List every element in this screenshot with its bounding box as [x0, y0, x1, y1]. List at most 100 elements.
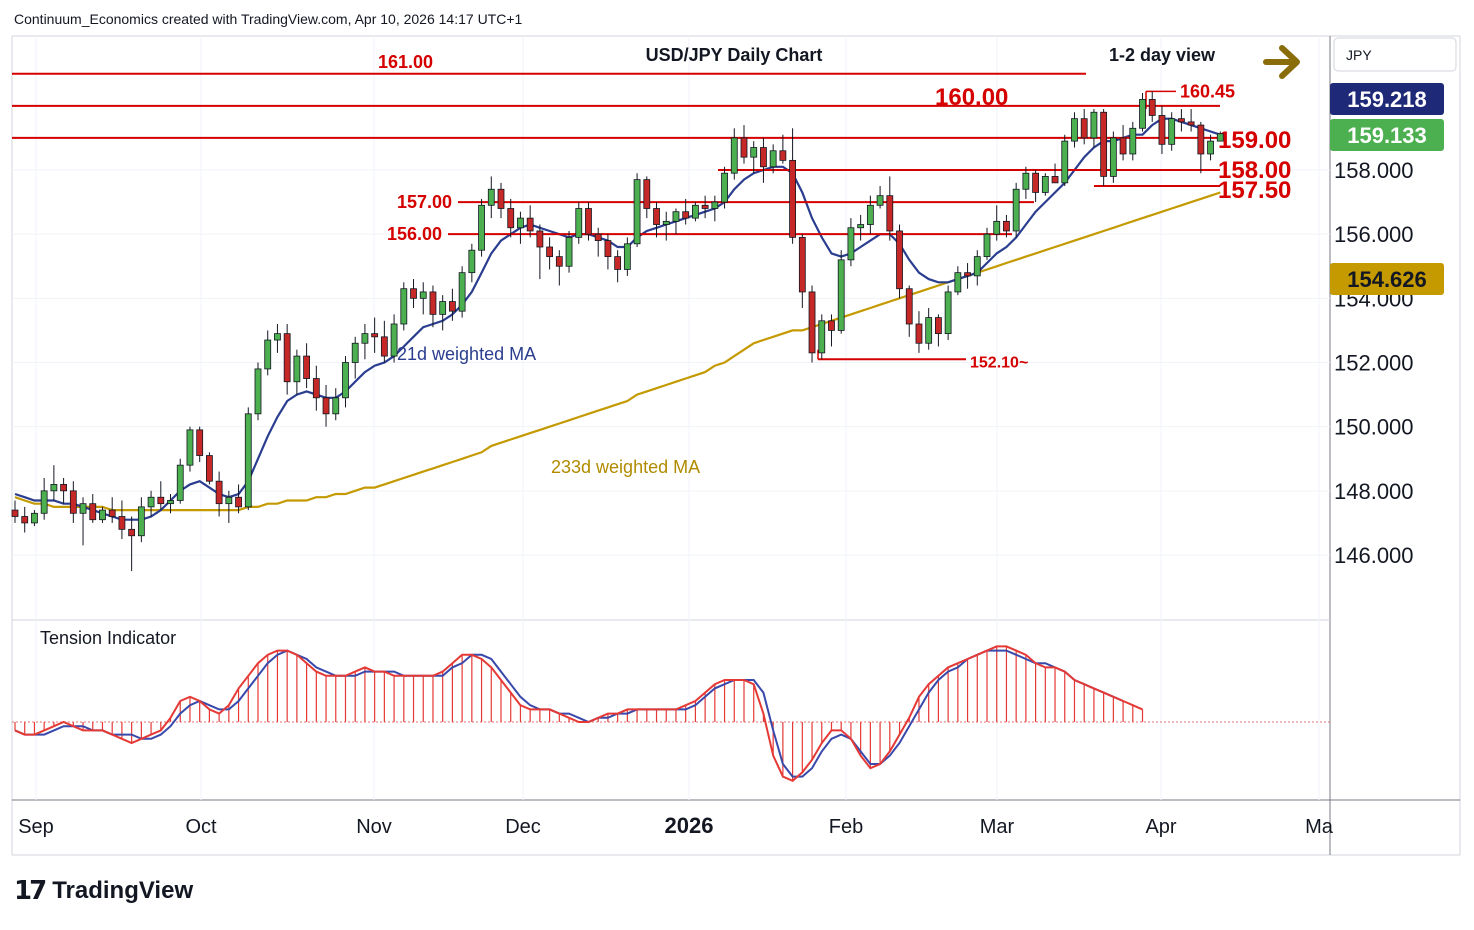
level-label: 160.45 [1180, 81, 1235, 101]
tension-layer [14, 645, 1144, 782]
tradingview-logo[interactable]: 17 TradingView [14, 876, 193, 906]
candle-body [526, 217, 534, 232]
candle-body [478, 204, 485, 251]
candle-body [915, 323, 923, 344]
candle-body [40, 490, 48, 514]
ma21-label: 21d weighted MA [397, 344, 536, 364]
candle [944, 285, 952, 341]
level-label: 158.00 [1218, 157, 1291, 184]
price-badge [1330, 119, 1444, 151]
candle-body [312, 378, 320, 399]
candle [585, 202, 592, 241]
candle-body [303, 355, 311, 379]
candle [565, 230, 573, 273]
candle-body [1216, 133, 1224, 142]
candle [215, 471, 223, 517]
candle [205, 452, 213, 485]
candle-body [1109, 137, 1117, 177]
candle-body [1090, 111, 1098, 139]
candle [332, 388, 340, 421]
candle-body [254, 368, 262, 415]
candle-body [925, 317, 933, 344]
candle [274, 324, 281, 353]
candle-body [1187, 121, 1195, 126]
candle [69, 481, 77, 523]
candle-body [1041, 176, 1049, 193]
candle [507, 198, 515, 238]
ma233-line [14, 191, 1221, 512]
candle [614, 250, 622, 283]
level-label: 161.00 [378, 52, 433, 72]
candle-body [264, 339, 272, 370]
candle [400, 282, 408, 331]
right-arrow-icon [1263, 45, 1300, 79]
candle-body [167, 500, 174, 505]
candle-body [818, 320, 826, 354]
candle-body [536, 230, 544, 248]
candle-body [137, 506, 145, 537]
candle [643, 176, 651, 219]
candle [973, 250, 981, 286]
candle-body [69, 490, 77, 514]
price-badge-text: 159.133 [1347, 123, 1427, 148]
candle [779, 134, 787, 164]
candle-body [507, 208, 515, 229]
candle [935, 314, 942, 347]
candle [555, 250, 563, 286]
candle [487, 176, 495, 219]
candle-body [886, 195, 894, 232]
candle [740, 125, 748, 164]
candle [50, 465, 58, 501]
candle [701, 195, 709, 219]
candle [254, 362, 262, 421]
candle-body [682, 211, 690, 219]
candle [575, 202, 583, 244]
candle-body [487, 188, 495, 206]
candle-body [789, 159, 796, 238]
candle-body [79, 503, 87, 514]
candle-body [89, 503, 97, 521]
candle-body [779, 150, 787, 161]
candle-body [1178, 118, 1185, 123]
candle [1216, 131, 1224, 142]
candle-body [400, 288, 408, 325]
candle-body [1003, 220, 1010, 232]
candle-body [118, 516, 126, 530]
candle-body [517, 217, 524, 229]
candle-body [935, 317, 942, 335]
candle [847, 218, 855, 267]
price-tick-label: 146.000 [1334, 543, 1414, 568]
candle [1090, 109, 1098, 148]
candle-body [905, 288, 913, 325]
candle-body [11, 509, 19, 517]
candle-body [643, 179, 651, 209]
candle [1158, 105, 1166, 154]
time-tick-label: Nov [356, 816, 392, 838]
candle-body [225, 496, 233, 505]
candle-body [944, 291, 952, 335]
candle [157, 481, 165, 511]
candle-body [555, 256, 563, 267]
candle-body [322, 397, 330, 415]
tradingview-mark-icon: 17 [14, 876, 47, 906]
currency-box[interactable] [1333, 37, 1457, 72]
candle-body [672, 211, 680, 222]
level-label: 157.50 [1218, 177, 1291, 204]
candle-body [293, 355, 301, 383]
time-tick-label: Feb [829, 816, 863, 838]
candle [371, 317, 379, 353]
candle-body [196, 429, 204, 456]
candle [303, 343, 311, 389]
candle [118, 500, 126, 539]
candle [750, 141, 758, 174]
candle-body [497, 188, 505, 209]
price-tick-label: 156.000 [1334, 222, 1414, 247]
candle [876, 186, 884, 209]
candle-body [448, 301, 456, 312]
candle-body [876, 195, 884, 206]
candle [1080, 109, 1088, 145]
candle [419, 282, 427, 315]
candle [1071, 112, 1078, 148]
candle [954, 266, 962, 296]
candle [458, 266, 466, 318]
